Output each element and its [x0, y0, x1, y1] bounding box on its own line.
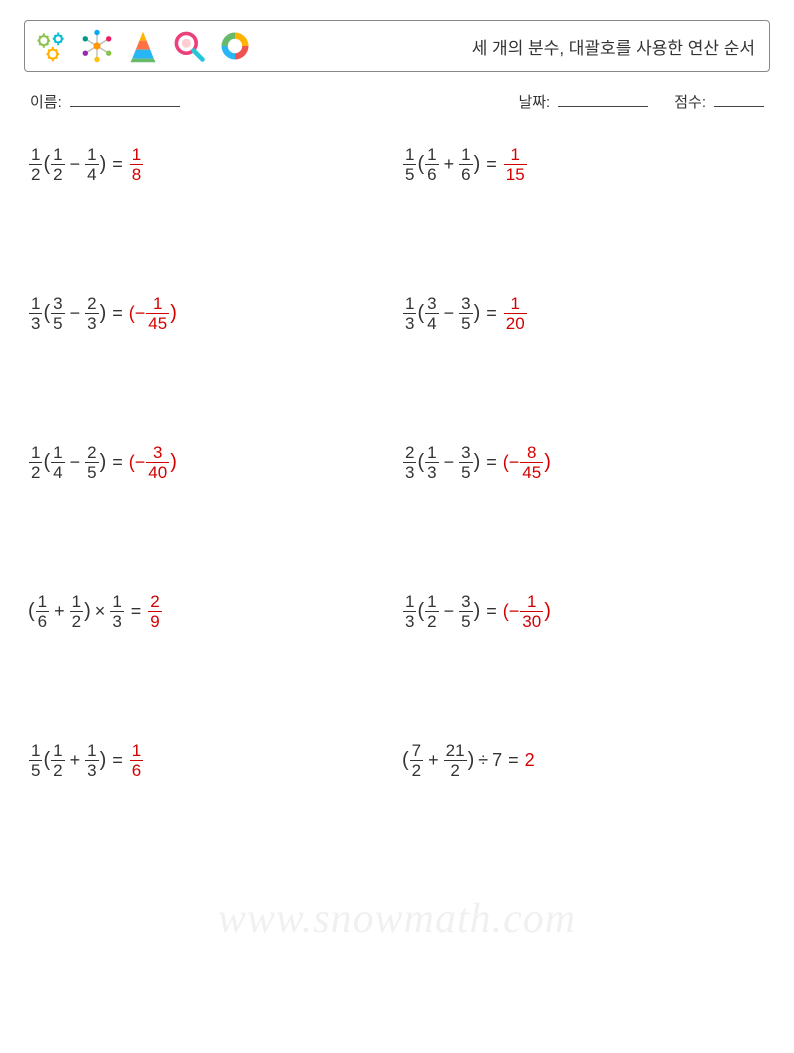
name-label: 이름:: [30, 91, 62, 112]
score-label: 점수:: [674, 91, 706, 112]
donut-icon: [217, 28, 253, 64]
problem-6: 23(13−35)=(−845): [402, 444, 766, 481]
header-icons: [33, 28, 253, 64]
problem-1: 12(12−14)=18: [28, 146, 392, 183]
network-icon: [79, 28, 115, 64]
name-blank: [70, 90, 180, 107]
meta-row: 이름: 날짜: 점수:: [30, 90, 764, 112]
date-label: 날짜:: [518, 91, 550, 112]
magnifier-icon: [171, 28, 207, 64]
header-box: 세 개의 분수, 대괄호를 사용한 연산 순서: [24, 20, 770, 72]
problem-7: (16+12)×13=29: [28, 593, 392, 630]
problem-2: 15(16+16)=115: [402, 146, 766, 183]
answer: 115: [503, 146, 528, 183]
answer: 29: [147, 593, 162, 630]
worksheet-title: 세 개의 분수, 대괄호를 사용한 연산 순서: [472, 34, 755, 59]
problem-4: 13(34−35)=120: [402, 295, 766, 332]
answer: 2: [525, 750, 535, 771]
gears-icon: [33, 28, 69, 64]
answer: 18: [129, 146, 144, 183]
problem-5: 12(14−25)=(−340): [28, 444, 392, 481]
answer: (−340): [129, 444, 177, 481]
date-blank: [558, 90, 648, 107]
answer: (−130): [503, 593, 551, 630]
watermark: www.snowmath.com: [0, 895, 794, 943]
answer: 120: [503, 295, 528, 332]
answer: (−145): [129, 295, 177, 332]
problem-9: 15(12+13)=16: [28, 742, 392, 779]
answer: 16: [129, 742, 144, 779]
triangle-icon: [125, 28, 161, 64]
problems-grid: 12(12−14)=18 15(16+16)=115 13(35−23)=(−145…: [24, 146, 770, 779]
problem-10: (72+212)÷7=2: [402, 742, 766, 779]
problem-8: 13(12−35)=(−130): [402, 593, 766, 630]
score-blank: [714, 90, 764, 107]
problem-3: 13(35−23)=(−145): [28, 295, 392, 332]
answer: (−845): [503, 444, 551, 481]
